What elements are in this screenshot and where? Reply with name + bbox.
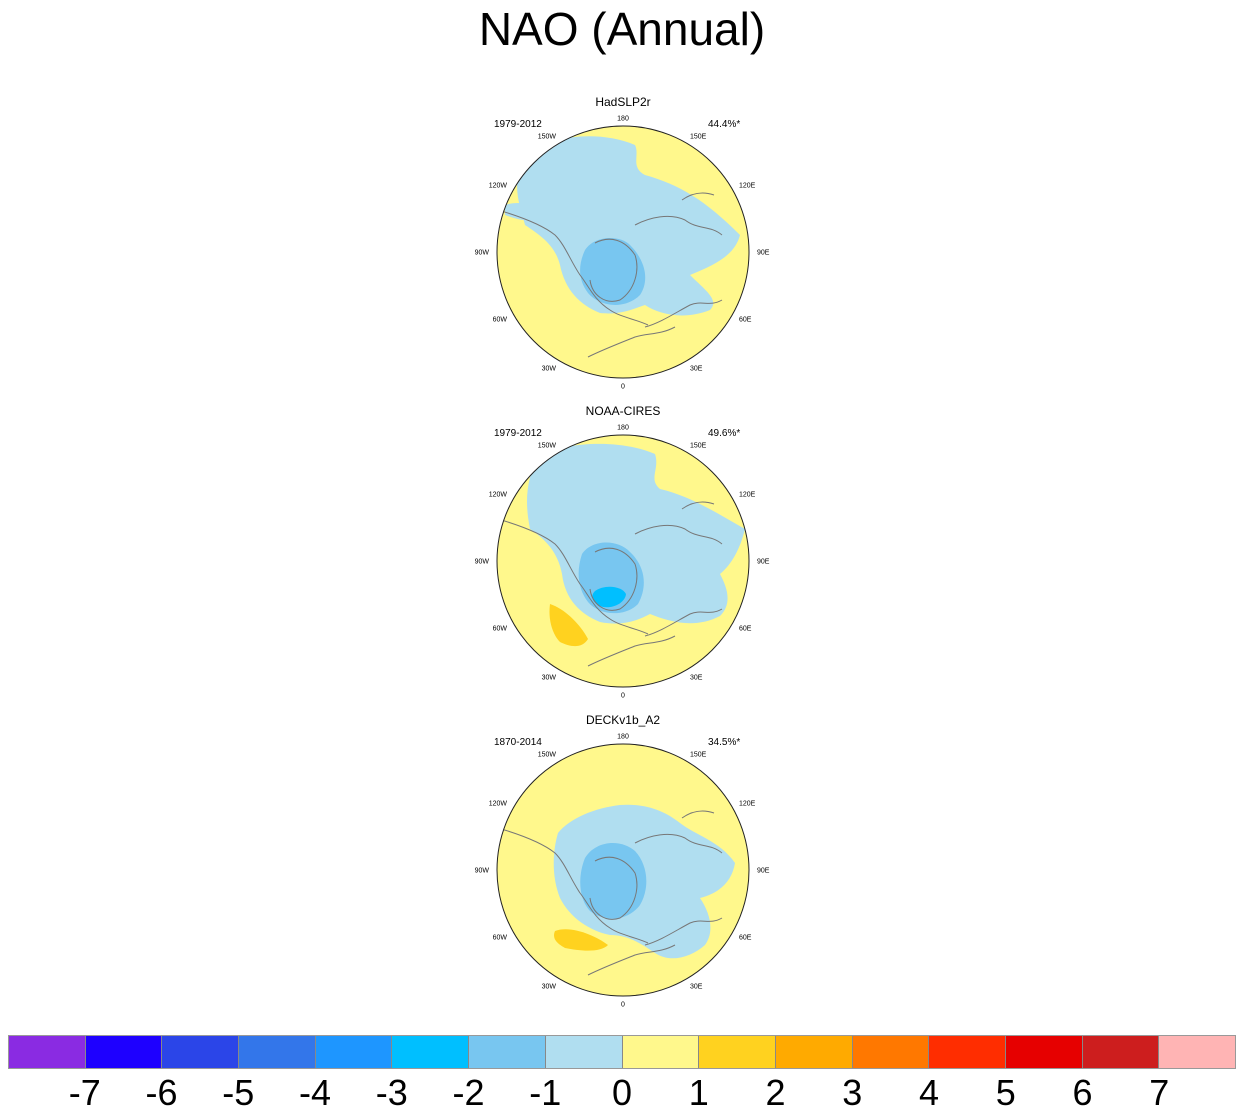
polar-map: 180 150E 120E 90E 60E 30E 0 30W 60W 90W 120W 150W [475, 425, 770, 700]
colorbar-bin [622, 1036, 700, 1068]
field-negative-minus3 [592, 586, 626, 608]
longitude-label: 90W [475, 868, 490, 875]
field-positive-plus2 [549, 604, 588, 647]
longitude-label: 120W [489, 183, 508, 190]
colorbar-bin [929, 1036, 1006, 1068]
colorbar-bin [9, 1036, 86, 1068]
field-negative-minus2 [580, 238, 646, 305]
longitude-label: 120E [739, 492, 756, 499]
colorbar-tick-label: 3 [842, 1072, 863, 1113]
colorbar-tick-label: 4 [918, 1072, 940, 1113]
longitude-label: 180 [617, 734, 629, 741]
colorbar-tick-label: -5 [222, 1072, 255, 1113]
colorbar-bin [1159, 1036, 1235, 1068]
panel-variance: 34.5%* [708, 737, 741, 748]
field-negative-minus1-b [505, 203, 550, 221]
page-title: NAO (Annual) [478, 3, 766, 55]
map-panel-noaa-cires: NOAA-CIRES 1979-2012 49.6%* 180 150E 120E 9… [470, 404, 776, 704]
longitude-label: 60W [493, 935, 508, 942]
map-boundary [496, 743, 750, 997]
longitude-label: 90E [757, 250, 770, 257]
longitude-label: 150W [538, 134, 557, 141]
colorbar-tick-label: 2 [765, 1072, 786, 1113]
longitude-label: 150E [690, 752, 707, 759]
longitude-label: 60W [493, 317, 508, 324]
longitude-label: 0 [621, 384, 625, 391]
colorbar-tick-label: -6 [145, 1072, 178, 1113]
map-panel-hadslp2r: HadSLP2r 1979-2012 44.4%* 180 150E 120E 90E… [470, 95, 776, 395]
longitude-label: 0 [621, 693, 625, 700]
longitude-label: 120W [489, 492, 508, 499]
map-boundary [496, 125, 750, 379]
longitude-label: 60E [739, 317, 752, 324]
colorbar-tick-label: -4 [298, 1072, 332, 1113]
longitude-label: 150W [538, 752, 557, 759]
colorbar-bin [85, 1036, 163, 1068]
panel-title: DECKv1b_A2 [585, 713, 661, 727]
longitude-label: 30E [690, 366, 703, 373]
polar-map: 180 150E 120E 90E 60E 30E 0 30W 60W 90W 120W 150W [475, 116, 770, 391]
polar-map: 180 150E 120E 90E 60E 30E 0 30W 60W 90W 120W 150W [475, 734, 770, 1009]
panel-variance: 49.6%* [708, 428, 741, 439]
colorbar-bin [392, 1036, 470, 1068]
panel-title: NOAA-CIRES [585, 404, 661, 418]
longitude-label: 30W [542, 675, 557, 682]
colorbar-tick-label: -7 [68, 1072, 101, 1113]
colorbar-tick-label: 0 [611, 1072, 633, 1113]
longitude-label: 0 [621, 1002, 625, 1009]
colorbar-bin [545, 1036, 623, 1068]
longitude-label: 90W [475, 250, 490, 257]
colorbar-tick-label: -1 [529, 1072, 562, 1113]
longitude-label: 30E [690, 675, 703, 682]
colorbar-bin [469, 1036, 546, 1068]
longitude-label: 60W [493, 626, 508, 633]
coastlines [497, 501, 723, 667]
panel-period: 1979-2012 [494, 119, 542, 130]
colorbar-tick-label: 7 [1149, 1072, 1170, 1113]
colorbar-tick-label: -3 [375, 1072, 408, 1113]
colorbar-bin [162, 1036, 240, 1068]
longitude-label: 30E [690, 984, 703, 991]
panel-variance: 44.4%* [708, 119, 741, 130]
colorbar-bin [699, 1036, 776, 1068]
longitude-label: 120W [489, 801, 508, 808]
colorbar [8, 1035, 1236, 1069]
longitude-label: 120E [739, 183, 756, 190]
longitude-label: 150E [690, 134, 707, 141]
field-negative-minus2 [580, 842, 647, 919]
longitude-label: 150E [690, 443, 707, 450]
colorbar-bin [852, 1036, 930, 1068]
colorbar-tick-label: 6 [1072, 1072, 1093, 1113]
longitude-label: 90E [757, 559, 770, 566]
colorbar-bin [239, 1036, 316, 1068]
colorbar-bin [775, 1036, 853, 1068]
colorbar-tick-label: -2 [452, 1072, 485, 1113]
field-negative-minus1 [517, 136, 740, 316]
colorbar-tick-label: 5 [995, 1072, 1016, 1113]
longitude-label: 90W [475, 559, 490, 566]
map-panel-deckv1b-a2: DECKv1b_A2 1870-2014 34.5%* 180 150E 120E 9… [470, 713, 776, 1013]
longitude-label: 60E [739, 626, 752, 633]
map-boundary [496, 434, 750, 688]
coastlines [497, 192, 723, 358]
longitude-label: 180 [617, 425, 629, 432]
panel-title: HadSLP2r [595, 95, 651, 109]
colorbar-bin [1005, 1036, 1083, 1068]
longitude-label: 90E [757, 868, 770, 875]
longitude-label: 30W [542, 984, 557, 991]
coastlines [497, 810, 723, 976]
panel-period: 1979-2012 [494, 428, 542, 439]
colorbar-bin [1082, 1036, 1160, 1068]
longitude-label: 30W [542, 366, 557, 373]
longitude-label: 60E [739, 935, 752, 942]
panel-period: 1870-2014 [494, 737, 542, 748]
colorbar-bin [315, 1036, 393, 1068]
field-positive-plus2 [554, 929, 608, 951]
colorbar-tick-label: 1 [688, 1072, 709, 1113]
longitude-label: 120E [739, 801, 756, 808]
longitude-label: 150W [538, 443, 557, 450]
longitude-label: 180 [617, 116, 629, 123]
